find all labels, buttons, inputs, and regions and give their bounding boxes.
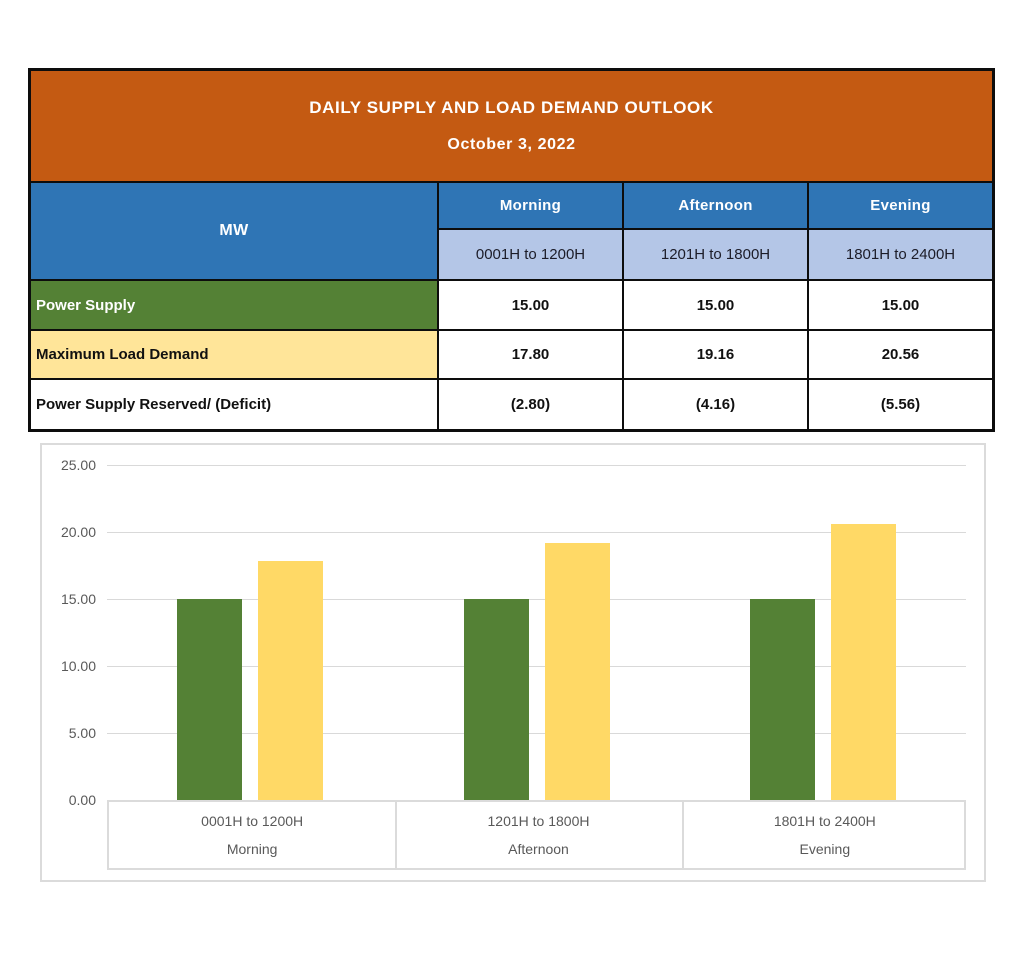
value-supply-morning: 15.00 bbox=[439, 281, 622, 329]
value-demand-evening: 20.56 bbox=[809, 331, 992, 378]
row-label-max-load-demand: Maximum Load Demand bbox=[31, 331, 437, 378]
gridline bbox=[107, 532, 966, 533]
value-demand-morning: 17.80 bbox=[439, 331, 622, 378]
chart-plot-area bbox=[107, 465, 966, 801]
y-axis-tick-label: 20.00 bbox=[60, 524, 96, 540]
x-axis-hours-label: 1201H to 1800H bbox=[487, 813, 590, 830]
bar-maximum-load-demand-0 bbox=[258, 561, 323, 800]
y-axis-tick-label: 10.00 bbox=[60, 658, 96, 674]
hours-header-morning: 0001H to 1200H bbox=[439, 230, 622, 279]
supply-demand-bar-chart: 0001H to 1200H Morning 1201H to 1800H After… bbox=[40, 443, 986, 882]
bar-power-supply-1 bbox=[464, 599, 529, 800]
unit-label-cell: MW bbox=[31, 183, 437, 279]
row-label-reserved-deficit: Power Supply Reserved/ (Deficit) bbox=[31, 380, 437, 429]
x-axis-period-label: Evening bbox=[799, 840, 851, 857]
x-axis-category-divider bbox=[682, 802, 684, 868]
x-axis-category-label: 1201H to 1800H Afternoon bbox=[395, 802, 681, 868]
row-label-power-supply: Power Supply bbox=[31, 281, 437, 329]
gridline bbox=[107, 733, 966, 734]
bar-maximum-load-demand-1 bbox=[545, 543, 610, 800]
bar-maximum-load-demand-2 bbox=[831, 524, 896, 800]
value-supply-afternoon: 15.00 bbox=[624, 281, 807, 329]
y-axis-tick-label: 25.00 bbox=[60, 457, 96, 473]
x-axis-hours-label: 0001H to 1200H bbox=[201, 813, 304, 830]
supply-demand-table: DAILY SUPPLY AND LOAD DEMAND OUTLOOK Oct… bbox=[28, 68, 995, 432]
period-header-morning: Morning bbox=[439, 183, 622, 228]
x-axis-category-label: 1801H to 2400H Evening bbox=[682, 802, 968, 868]
x-axis-category-label: 0001H to 1200H Morning bbox=[109, 802, 395, 868]
bar-power-supply-0 bbox=[177, 599, 242, 800]
x-axis-period-label: Afternoon bbox=[508, 840, 569, 857]
gridline bbox=[107, 465, 966, 466]
gridline bbox=[107, 666, 966, 667]
period-header-afternoon: Afternoon bbox=[624, 183, 807, 228]
value-demand-afternoon: 19.16 bbox=[624, 331, 807, 378]
y-axis-tick-label: 0.00 bbox=[68, 792, 96, 808]
value-reserve-afternoon: (4.16) bbox=[624, 380, 807, 429]
y-axis-tick-label: 5.00 bbox=[68, 725, 96, 741]
hours-header-evening: 1801H to 2400H bbox=[809, 230, 992, 279]
y-axis-tick-label: 15.00 bbox=[60, 591, 96, 607]
gridline bbox=[107, 599, 966, 600]
value-reserve-evening: (5.56) bbox=[809, 380, 992, 429]
value-supply-evening: 15.00 bbox=[809, 281, 992, 329]
table-title: DAILY SUPPLY AND LOAD DEMAND OUTLOOK bbox=[309, 97, 714, 117]
x-axis-period-label: Morning bbox=[226, 840, 278, 857]
x-axis-category-divider bbox=[395, 802, 397, 868]
chart-x-axis-label-box: 0001H to 1200H Morning 1201H to 1800H After… bbox=[107, 800, 966, 870]
bar-power-supply-2 bbox=[750, 599, 815, 800]
value-reserve-morning: (2.80) bbox=[439, 380, 622, 429]
x-axis-hours-label: 1801H to 2400H bbox=[773, 813, 876, 830]
hours-header-afternoon: 1201H to 1800H bbox=[624, 230, 807, 279]
table-header: DAILY SUPPLY AND LOAD DEMAND OUTLOOK Oct… bbox=[31, 71, 992, 181]
table-date: October 3, 2022 bbox=[447, 136, 576, 154]
period-header-evening: Evening bbox=[809, 183, 992, 228]
